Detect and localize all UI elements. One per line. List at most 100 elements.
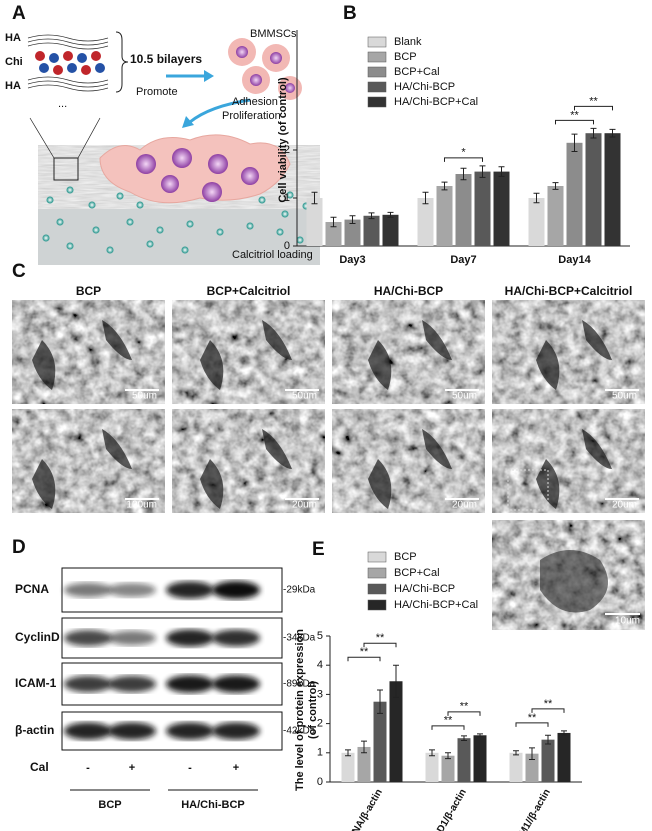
dot — [66, 242, 74, 250]
band — [64, 582, 112, 598]
scale-label: 50um — [292, 391, 317, 402]
bar — [525, 753, 539, 782]
legend-label: Blank — [394, 36, 422, 48]
dot — [216, 228, 224, 236]
bar — [528, 198, 545, 246]
band — [108, 722, 156, 740]
dot — [146, 240, 154, 248]
bar — [363, 215, 380, 246]
bar — [509, 752, 523, 782]
error-bar — [533, 192, 540, 204]
legend-swatch — [367, 96, 387, 108]
dot — [186, 220, 194, 228]
scale-label: 10um — [615, 616, 640, 627]
size-label: -89kDa — [283, 679, 316, 690]
significance-bracket — [555, 119, 594, 125]
legend-label: BCP — [394, 51, 417, 63]
zoom-box — [507, 469, 549, 511]
bar — [417, 198, 434, 246]
sem-image — [332, 409, 485, 513]
sem-image — [492, 409, 645, 513]
sign: + — [233, 762, 239, 774]
x-tick-label: Day7 — [450, 254, 476, 266]
x-tick-label: CyclinD1/β-actin — [420, 787, 469, 831]
pore — [32, 320, 132, 390]
dot — [181, 246, 189, 254]
band — [166, 722, 214, 740]
bar — [389, 681, 403, 782]
error-bar — [445, 752, 451, 760]
error-bar — [552, 182, 559, 190]
significance-bracket — [347, 656, 381, 662]
panel-c: C BCP 50um 100um BCP+Calcitriol 50um 20um HA/C… — [12, 261, 645, 630]
sem-image — [332, 300, 485, 404]
zoom-box — [53, 157, 79, 181]
panel-a: A HA Chi HA ... 10.5 bilayers BMMSCs Pro… — [5, 3, 320, 265]
significance: ** — [528, 712, 537, 724]
bar — [457, 738, 471, 782]
size-label: -29kDa — [283, 585, 316, 596]
sem-image — [492, 300, 645, 404]
legend-swatch — [367, 599, 387, 611]
significance: ** — [589, 95, 598, 107]
loading-label: Calcitriol loading — [232, 249, 313, 261]
cal-label: Cal — [30, 760, 49, 774]
band — [64, 675, 112, 693]
significance: ** — [460, 701, 469, 713]
significance-bracket — [447, 711, 481, 716]
error-bar — [429, 749, 435, 757]
band — [212, 722, 260, 740]
band — [64, 722, 112, 740]
y-tick-label: 2 — [317, 718, 323, 730]
bar — [382, 214, 399, 246]
pore — [200, 320, 292, 390]
pore — [536, 429, 612, 509]
band — [212, 675, 260, 693]
significance: * — [461, 147, 466, 159]
significance-bracket — [431, 725, 465, 730]
error-bar — [460, 167, 467, 181]
error-bar — [498, 166, 505, 177]
group-label: BCP — [98, 799, 121, 811]
y-tick-label: 1 — [317, 747, 323, 759]
bar — [541, 739, 555, 782]
significance: ** — [376, 632, 385, 644]
bar — [344, 219, 361, 246]
error-bar — [349, 215, 356, 224]
dot — [66, 186, 74, 194]
panel-label: D — [12, 537, 26, 558]
column-title: BCP+Calcitriol — [207, 284, 291, 298]
error-bar — [479, 165, 486, 178]
pore — [540, 550, 608, 613]
legend-label: HA/Chi-BCP — [394, 81, 455, 93]
dot — [246, 222, 254, 230]
size-label: -42kDa — [283, 726, 316, 737]
band — [108, 675, 156, 693]
row-label: PCNA — [15, 582, 49, 596]
nuclei — [136, 148, 259, 202]
scale-label: 50um — [132, 391, 157, 402]
y-axis-label: (of control) — [307, 681, 319, 739]
error-bar — [330, 216, 337, 228]
group-label: HA/Chi-BCP — [181, 799, 245, 811]
error-bar — [590, 127, 597, 139]
cells — [228, 38, 302, 100]
y-tick-label: 3 — [317, 688, 323, 700]
arrowhead — [204, 70, 214, 82]
dot — [46, 196, 54, 204]
y-tick-label: 2 — [284, 144, 290, 156]
spheres — [35, 51, 105, 75]
sem-image — [12, 300, 165, 404]
significance: ** — [570, 109, 579, 121]
scale-label: 20um — [292, 500, 317, 511]
band — [64, 630, 112, 646]
layer-label: HA — [5, 32, 21, 44]
bar — [357, 746, 371, 782]
x-tick-label: Day3 — [339, 254, 365, 266]
bar — [325, 222, 342, 246]
legend-label: BCP+Cal — [394, 66, 440, 78]
pore — [536, 320, 612, 390]
x-tick-label: Day14 — [558, 254, 591, 266]
error-bar — [561, 730, 567, 736]
dot — [116, 192, 124, 200]
